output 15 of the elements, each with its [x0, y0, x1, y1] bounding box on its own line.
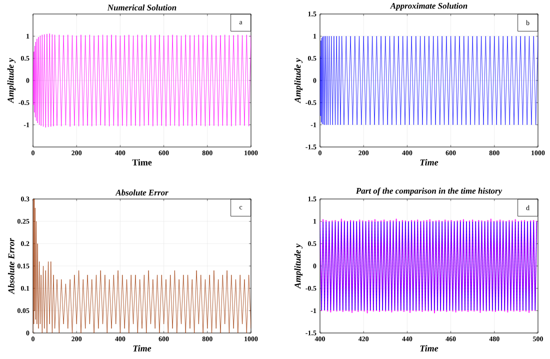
line-series — [320, 36, 538, 126]
y-axis-title: Amplitude y — [294, 244, 303, 289]
chart-title: Numerical Solution — [107, 4, 176, 10]
line-series — [33, 33, 252, 128]
chart-title: Absolute Error — [115, 189, 168, 196]
y-axis-title: Amplitude y — [294, 58, 303, 104]
x-axis-title: Time — [133, 345, 152, 352]
y-axis-title: Absolute Error — [8, 238, 14, 294]
y-axis-title: Amplitude y — [7, 58, 16, 104]
x-axis-title: Time — [132, 159, 152, 166]
chart-title: Part of the comparison in the time history — [356, 188, 502, 196]
line-series — [33, 198, 252, 333]
x-axis-title: Time — [420, 345, 438, 352]
chart-title: Approximate Solution — [390, 2, 468, 10]
x-axis-title: Time — [420, 159, 438, 166]
